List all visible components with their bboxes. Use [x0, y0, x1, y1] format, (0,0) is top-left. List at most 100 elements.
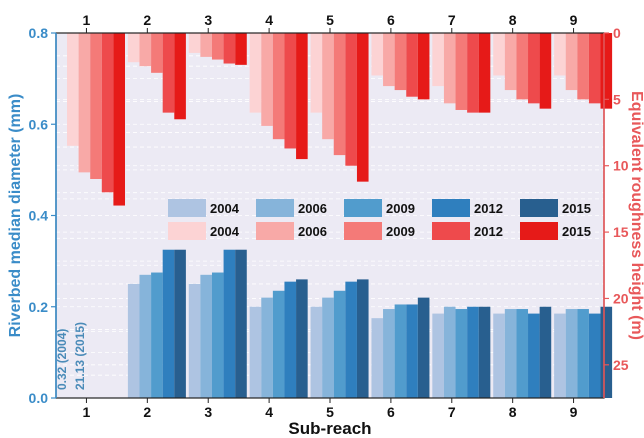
diameter-bar-2006-reach-9	[565, 309, 578, 398]
x-tick-label-bottom: 3	[204, 404, 212, 420]
left-tick-label: 0.4	[29, 208, 49, 224]
legend-swatch-roughness-2015	[520, 222, 558, 240]
left-axis-title: Riverbed median diameter (mm)	[7, 94, 24, 338]
roughness-bar-2015-reach-9	[600, 33, 613, 109]
diameter-bar-2009-reach-5	[333, 290, 346, 398]
legend-swatch-diameter-2012	[432, 199, 470, 217]
right-tick-label: 15	[613, 224, 629, 240]
roughness-bar-2004-reach-1	[67, 33, 79, 146]
roughness-bar-2012-reach-7	[467, 33, 479, 113]
roughness-bar-2012-reach-3	[223, 33, 236, 64]
roughness-bar-2012-reach-5	[345, 33, 357, 166]
legend-swatch-diameter-2004	[168, 199, 206, 217]
diameter-bar-2004-reach-3	[188, 283, 201, 398]
x-tick-label-bottom: 1	[83, 404, 91, 420]
diameter-bar-2009-reach-8	[516, 309, 529, 398]
diameter-bar-2006-reach-3	[200, 274, 212, 398]
x-tick-label-bottom: 9	[570, 404, 578, 420]
annotation-diameter: 0.32 (2004)	[55, 329, 69, 390]
roughness-bar-2009-reach-3	[211, 33, 224, 60]
x-tick-label-top: 2	[143, 12, 151, 28]
roughness-bar-2009-reach-7	[455, 33, 468, 110]
right-tick-label: 20	[613, 290, 629, 306]
legend-swatch-roughness-2012	[432, 222, 470, 240]
roughness-bar-2006-reach-6	[383, 33, 395, 87]
roughness-bar-2004-reach-5	[310, 33, 323, 113]
right-tick-label: 5	[613, 91, 621, 107]
roughness-bar-2006-reach-5	[322, 33, 334, 140]
roughness-bar-2009-reach-9	[577, 33, 589, 100]
roughness-bar-2004-reach-9	[554, 33, 566, 76]
legend-label-diameter-2012: 2012	[474, 201, 503, 216]
roughness-bar-2004-reach-7	[432, 33, 444, 87]
diameter-bar-2012-reach-4	[284, 281, 297, 398]
legend-label-diameter-2006: 2006	[298, 201, 327, 216]
x-axis-title: Sub-reach	[288, 419, 371, 438]
roughness-bar-2015-reach-1	[113, 33, 125, 206]
roughness-bar-2009-reach-5	[333, 33, 346, 156]
roughness-bar-2015-reach-8	[539, 33, 552, 109]
diameter-bar-2004-reach-2	[127, 283, 140, 398]
diameter-bar-2009-reach-6	[394, 304, 407, 398]
x-tick-label-top: 7	[448, 12, 456, 28]
roughness-bar-2015-reach-2	[174, 33, 186, 120]
diameter-bar-2012-reach-2	[162, 249, 175, 398]
roughness-bar-2015-reach-4	[296, 33, 308, 160]
x-tick-label-bottom: 2	[143, 404, 151, 420]
roughness-bar-2004-reach-8	[493, 33, 505, 76]
right-tick-label: 0	[613, 25, 621, 41]
x-tick-label-top: 5	[326, 12, 334, 28]
diameter-bar-2012-reach-9	[588, 313, 601, 398]
diameter-bar-2004-reach-6	[371, 318, 384, 398]
annotation-roughness: 21.13 (2015)	[73, 322, 87, 390]
x-tick-label-bottom: 8	[509, 404, 517, 420]
diameter-bar-2006-reach-2	[139, 274, 152, 398]
diameter-bar-2015-reach-7	[478, 306, 491, 398]
diameter-bar-2009-reach-3	[211, 272, 224, 398]
left-tick-label: 0.6	[29, 116, 49, 132]
roughness-bar-2015-reach-3	[235, 33, 247, 65]
diameter-bar-2015-reach-8	[539, 306, 552, 398]
diameter-bar-2015-reach-3	[235, 249, 247, 398]
roughness-bar-2009-reach-8	[516, 33, 529, 100]
diameter-bar-2009-reach-2	[151, 272, 163, 398]
diameter-bar-2015-reach-5	[356, 279, 369, 398]
diameter-bar-2015-reach-2	[174, 249, 186, 398]
left-tick-label: 0.2	[29, 299, 49, 315]
roughness-bar-2015-reach-5	[356, 33, 369, 182]
roughness-bar-2006-reach-4	[261, 33, 273, 126]
roughness-bar-2006-reach-1	[78, 33, 91, 173]
diameter-bar-2004-reach-5	[310, 306, 323, 398]
diameter-bar-2004-reach-7	[432, 313, 444, 398]
roughness-bar-2006-reach-3	[200, 33, 212, 57]
roughness-bar-2012-reach-8	[528, 33, 540, 104]
diameter-bar-2015-reach-6	[417, 297, 430, 398]
x-tick-label-top: 3	[204, 12, 212, 28]
diameter-bar-2015-reach-4	[296, 279, 308, 398]
diameter-bar-2012-reach-8	[528, 313, 540, 398]
x-tick-label-bottom: 5	[326, 404, 334, 420]
diameter-bar-2015-reach-9	[600, 306, 613, 398]
legend-label-roughness-2012: 2012	[474, 224, 503, 239]
diameter-bar-2006-reach-5	[322, 297, 334, 398]
x-tick-label-top: 9	[570, 12, 578, 28]
legend-swatch-roughness-2006	[256, 222, 294, 240]
diameter-bar-2006-reach-4	[261, 297, 273, 398]
legend-label-diameter-2015: 2015	[562, 201, 591, 216]
legend-swatch-roughness-2009	[344, 222, 382, 240]
roughness-bar-2009-reach-2	[151, 33, 163, 73]
roughness-bar-2009-reach-1	[90, 33, 102, 179]
legend-label-roughness-2006: 2006	[298, 224, 327, 239]
diameter-bar-2006-reach-7	[443, 306, 456, 398]
diameter-bar-2012-reach-6	[406, 304, 418, 398]
diameter-bar-2004-reach-4	[249, 306, 262, 398]
x-tick-label-top: 1	[83, 12, 91, 28]
right-axis-title: Equivalent roughness height (m)	[628, 91, 644, 340]
roughness-bar-2009-reach-4	[272, 33, 285, 140]
diameter-bar-2012-reach-5	[345, 281, 357, 398]
legend-label-roughness-2004: 2004	[210, 224, 240, 239]
roughness-bar-2012-reach-2	[162, 33, 175, 113]
x-tick-label-bottom: 6	[387, 404, 395, 420]
legend-swatch-diameter-2009	[344, 199, 382, 217]
diameter-bar-2012-reach-7	[467, 306, 479, 398]
